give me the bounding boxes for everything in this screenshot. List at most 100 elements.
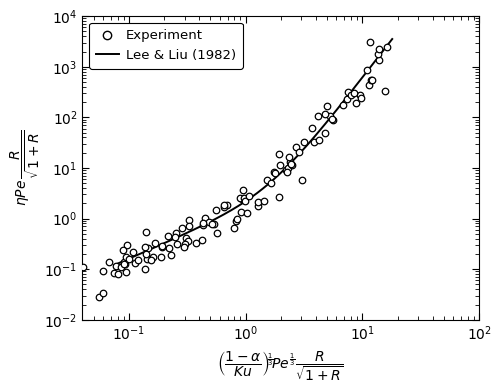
Point <box>202 215 209 221</box>
Point <box>326 113 334 120</box>
Point <box>254 199 262 205</box>
Point <box>129 249 137 255</box>
Point <box>147 257 155 263</box>
Point <box>184 222 192 229</box>
Point <box>375 57 383 63</box>
Point <box>182 235 190 241</box>
Point <box>365 82 373 88</box>
Point <box>275 194 283 200</box>
Point <box>320 130 328 136</box>
Point <box>114 271 122 277</box>
Point <box>270 170 278 176</box>
Point <box>205 219 213 225</box>
Point <box>119 247 127 253</box>
Point <box>310 139 318 145</box>
Point <box>323 102 331 109</box>
Point <box>210 221 218 227</box>
Point <box>296 149 304 155</box>
Point <box>120 258 128 265</box>
Point <box>94 294 102 300</box>
Point <box>238 196 246 203</box>
Point <box>125 256 133 262</box>
Point <box>208 221 216 228</box>
Point <box>142 266 150 273</box>
Point <box>275 151 283 157</box>
Point <box>288 161 296 168</box>
Point <box>240 195 248 201</box>
Point <box>367 77 375 83</box>
Point <box>79 264 87 271</box>
Point <box>158 242 166 249</box>
Point <box>321 111 329 117</box>
Point <box>185 217 193 223</box>
Point <box>112 262 120 269</box>
Point <box>260 197 268 204</box>
Point <box>241 198 249 204</box>
Point <box>122 269 130 275</box>
Point <box>198 237 206 243</box>
Point <box>346 92 354 99</box>
Point <box>288 161 296 168</box>
Point <box>134 257 142 264</box>
Point <box>99 290 107 296</box>
Point <box>164 233 172 239</box>
Point <box>233 215 241 222</box>
Point <box>380 88 388 95</box>
Point <box>170 233 178 240</box>
Point <box>141 244 149 250</box>
Point <box>200 220 207 226</box>
Point <box>328 116 336 122</box>
Point <box>298 176 306 183</box>
Point <box>142 256 150 262</box>
Point <box>300 139 308 145</box>
Point <box>375 46 383 52</box>
Point <box>180 244 188 250</box>
Point <box>236 209 244 215</box>
Point <box>121 260 129 267</box>
Point <box>173 240 181 247</box>
Point <box>283 169 291 175</box>
Point <box>213 230 221 236</box>
Point <box>220 204 228 210</box>
Point <box>286 159 294 165</box>
Point <box>270 169 278 176</box>
Point <box>282 167 290 174</box>
Point <box>383 44 391 50</box>
Point <box>262 177 270 183</box>
Point <box>152 240 160 246</box>
Point <box>329 117 337 123</box>
Point <box>184 238 192 244</box>
Point <box>254 203 262 209</box>
Point <box>124 242 132 248</box>
X-axis label: $\left(\dfrac{1-\alpha}{Ku}\right)^{\!\frac{1}{3}}\!Pe^{\frac{1}{3}}\dfrac{R}{\s: $\left(\dfrac{1-\alpha}{Ku}\right)^{\!\f… <box>218 349 344 383</box>
Legend: Experiment, Lee & Liu (1982): Experiment, Lee & Liu (1982) <box>89 23 242 68</box>
Point <box>192 240 200 246</box>
Point <box>199 221 207 228</box>
Point <box>230 224 238 231</box>
Point <box>350 90 358 97</box>
Y-axis label: $\eta Pe\,\dfrac{R}{\sqrt{1+R}}$: $\eta Pe\,\dfrac{R}{\sqrt{1+R}}$ <box>8 129 42 206</box>
Point <box>339 102 347 108</box>
Point <box>220 202 228 208</box>
Point <box>172 230 180 236</box>
Point <box>116 264 124 271</box>
Point <box>284 164 292 170</box>
Point <box>368 77 376 83</box>
Point <box>239 187 247 193</box>
Point <box>144 245 152 251</box>
Point <box>242 210 250 216</box>
Point <box>178 225 186 231</box>
Point <box>158 244 166 250</box>
Point <box>132 260 140 266</box>
Point <box>223 202 231 208</box>
Point <box>374 50 382 57</box>
Point <box>99 268 107 274</box>
Point <box>158 254 166 260</box>
Point <box>276 162 284 168</box>
Point <box>284 154 292 160</box>
Point <box>356 91 364 98</box>
Point <box>308 125 316 131</box>
Point <box>104 259 112 265</box>
Point <box>357 95 365 101</box>
Point <box>149 254 157 260</box>
